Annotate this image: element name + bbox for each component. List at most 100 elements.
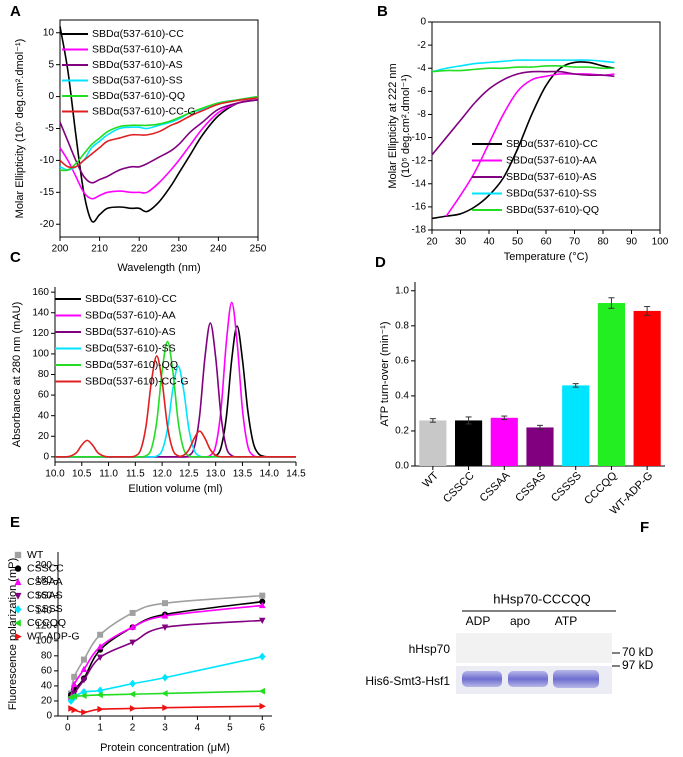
row-label: hHsp70 <box>409 642 451 656</box>
x-tick-label: 0 <box>65 723 71 734</box>
x-tick-label: 20 <box>426 237 438 248</box>
y-tick-label: -4 <box>417 63 426 74</box>
data-point <box>80 656 87 663</box>
y-tick-label: -18 <box>412 225 427 236</box>
y-tick-label: 20 <box>41 696 53 707</box>
y-tick-label: 160 <box>32 287 49 298</box>
bar <box>419 420 447 466</box>
series-line <box>55 355 296 458</box>
y-tick-label: 160 <box>35 590 52 601</box>
x-tick-label: CSSCC <box>441 470 477 506</box>
legend-label: SBDα(537-610)-QQ <box>85 359 178 371</box>
y-axis-label: Absorbance at 280 nm (mAU) <box>11 302 23 448</box>
y-tick-label: 0.6 <box>395 355 409 366</box>
bar <box>633 310 661 466</box>
panel-letter: E <box>10 514 20 531</box>
data-point <box>68 705 75 712</box>
data-point <box>71 673 78 680</box>
y-tick-label: 10 <box>43 27 55 38</box>
gel-band <box>553 670 599 688</box>
x-axis-label: Temperature (°C) <box>504 251 588 263</box>
x-tick-label: 80 <box>597 237 609 248</box>
x-tick-label: 220 <box>131 244 148 255</box>
bar <box>455 420 483 466</box>
data-point <box>161 624 169 631</box>
x-axis-label: Elution volume (ml) <box>128 483 222 495</box>
x-tick-label: 12.0 <box>152 469 172 480</box>
x-tick-label: 6 <box>259 723 265 734</box>
data-point <box>70 680 78 688</box>
y-tick-label: -20 <box>40 219 55 230</box>
y-tick-label: 40 <box>38 410 50 421</box>
data-point <box>96 691 103 699</box>
y-tick-label: 20 <box>38 431 50 442</box>
legend-label: SBDα(537-610)-AS <box>506 171 597 183</box>
legend-marker <box>14 565 22 572</box>
y-tick-label: 0 <box>420 17 426 28</box>
series-line <box>59 98 259 184</box>
series-line <box>431 70 615 156</box>
data-point <box>80 677 88 684</box>
data-point <box>161 690 168 697</box>
x-tick-label: 13.5 <box>233 469 253 480</box>
panel-letter: A <box>10 3 21 20</box>
x-axis-label: Wavelength (nm) <box>117 262 200 274</box>
gel-band <box>462 671 502 687</box>
series-line <box>445 73 615 217</box>
y-tick-label: -10 <box>412 132 427 143</box>
bar <box>597 303 625 466</box>
legend-marker <box>14 578 22 586</box>
data-point <box>162 600 168 607</box>
y-tick-label: 80 <box>41 650 53 661</box>
legend-label: SBDα(537-610)-QQ <box>92 90 185 102</box>
data-point <box>97 631 104 638</box>
data-point <box>129 705 137 712</box>
gel-title: hHsp70-CCCQQ <box>493 591 591 606</box>
y-tick-label: -12 <box>412 155 427 166</box>
y-tick-label: -8 <box>417 109 426 120</box>
series-line <box>431 61 615 220</box>
legend-label: CSSCC <box>27 562 64 574</box>
y-axis-label: Fluorescence polarization (mP) <box>7 558 19 710</box>
data-point <box>129 639 136 646</box>
x-axis-label: Protein concentration (μM) <box>100 742 230 754</box>
legend-label: SBDα(537-610)-SS <box>506 187 597 199</box>
legend-label: SBDα(537-610)-SS <box>85 342 176 354</box>
data-point <box>70 693 77 700</box>
legend-marker <box>14 592 22 600</box>
data-point <box>259 598 266 605</box>
y-tick-label: 60 <box>38 390 50 401</box>
y-tick-label: 5 <box>48 59 54 70</box>
data-point <box>67 693 74 701</box>
legend-label: SBDα(537-610)-AA <box>506 154 597 166</box>
series-line <box>431 59 615 73</box>
legend-label: SBDα(537-610)-AA <box>92 43 183 55</box>
x-tick-label: 12.5 <box>179 469 199 480</box>
data-point <box>71 706 78 714</box>
legend-label: SBDα(537-610)-CC <box>85 293 177 305</box>
marker-label: 97 kD <box>622 658 654 672</box>
x-tick-label: 13.0 <box>206 469 226 480</box>
x-tick-label: 14.5 <box>286 469 306 480</box>
x-tick-label: 240 <box>210 244 227 255</box>
data-point <box>259 592 266 599</box>
y-axis-label: Molar Ellipticity (10⁵ deg.cm².dmol⁻¹) <box>14 39 26 219</box>
legend-label: SBDα(537-610)-SS <box>92 74 183 86</box>
legend-label: CSSSS <box>27 603 63 615</box>
x-tick-label: 2 <box>130 723 136 734</box>
x-tick-label: 70 <box>569 237 581 248</box>
legend-label: WT-ADP-G <box>27 630 80 642</box>
x-tick-label: 11.0 <box>99 469 118 480</box>
x-tick-label: 5 <box>227 723 233 734</box>
x-tick-label: 250 <box>250 244 267 255</box>
legend-label: CSSAS <box>27 590 63 602</box>
y-tick-label: -16 <box>412 202 427 213</box>
y-tick-label: 140 <box>32 307 49 318</box>
y-tick-label: 200 <box>35 560 52 571</box>
chart-panel: D 0.0 0.2 0.4 0.6 0.8 1.0 ATP turn-over (min⁻¹)… <box>375 254 665 517</box>
x-tick-label: CSSAS <box>513 470 548 505</box>
series-line <box>59 95 259 172</box>
y-axis-label: Molar Ellipticity at 222 nm <box>387 63 399 188</box>
bar <box>490 417 518 466</box>
x-tick-label: 210 <box>91 244 108 255</box>
